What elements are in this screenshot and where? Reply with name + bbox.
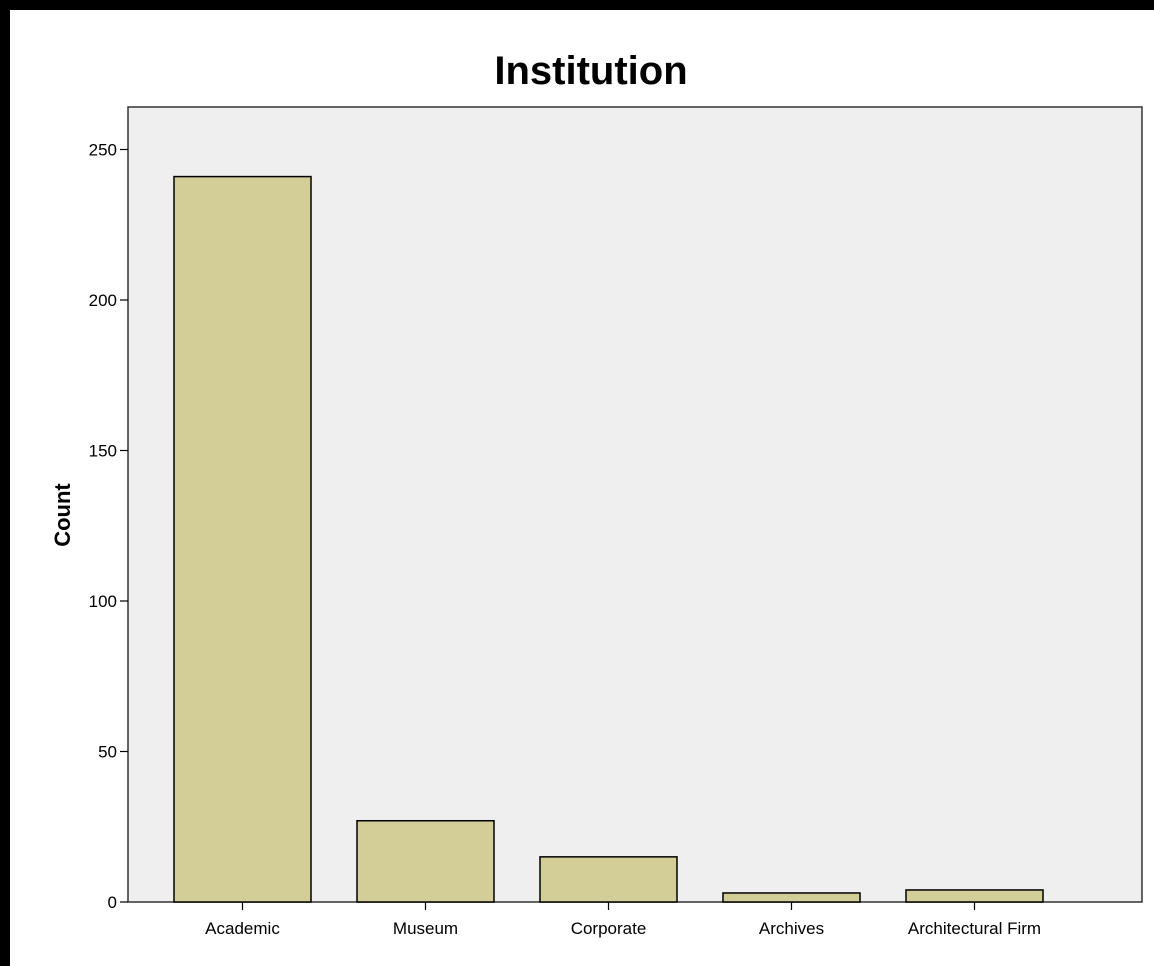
y-tick-label: 0 [108, 893, 117, 912]
chart-frame: Institution Count 0 50 100 150 200 250 Academ… [10, 10, 1154, 966]
y-tick-label: 50 [98, 743, 117, 762]
y-tick-label: 150 [89, 442, 117, 461]
x-tick-label: Archives [759, 919, 824, 938]
x-tick-label: Architectural Firm [908, 919, 1041, 938]
x-axis-ticks: Academic Museum Corporate Archives Architect… [205, 902, 1041, 938]
y-axis-label: Count [50, 483, 75, 547]
x-tick-label: Museum [393, 919, 458, 938]
x-tick-label: Corporate [571, 919, 647, 938]
bar-chart: Institution Count 0 50 100 150 200 250 Academ… [50, 49, 1143, 938]
bar-archives [722, 892, 861, 903]
y-tick-label: 200 [89, 291, 117, 310]
bar-museum [356, 819, 495, 903]
bar-corporate [539, 856, 678, 903]
bar-architectural-firm [905, 889, 1044, 903]
y-tick-label: 250 [89, 141, 117, 160]
y-axis-ticks: 0 50 100 150 200 250 [89, 141, 128, 912]
y-tick-label: 100 [89, 592, 117, 611]
chart-title: Institution [494, 49, 687, 93]
bars [173, 175, 1044, 903]
bar-academic [173, 175, 312, 903]
x-tick-label: Academic [205, 919, 280, 938]
